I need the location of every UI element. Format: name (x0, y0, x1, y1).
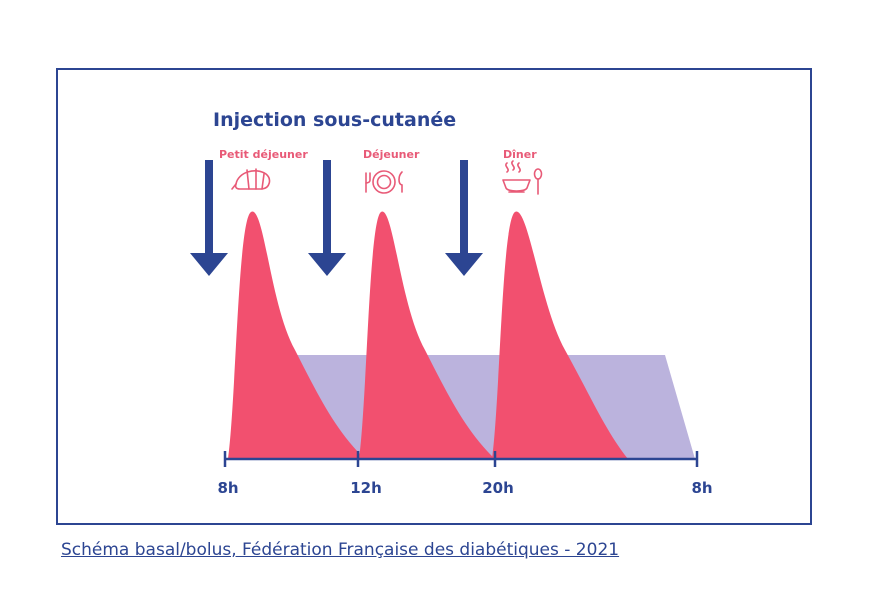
plate-cutlery-icon (365, 170, 403, 194)
injection-arrow-lunch (308, 160, 346, 276)
diagram-frame (56, 68, 812, 525)
meal-label-lunch: Déjeuner (363, 148, 420, 161)
croissant-icon (231, 168, 271, 190)
bolus-peak-lunch (359, 211, 495, 459)
axis-tick-label: 12h (350, 479, 382, 497)
source-caption-link[interactable]: Schéma basal/bolus, Fédération Française… (61, 540, 620, 560)
injection-arrow-dinner (445, 160, 483, 276)
soup-bowl-icon (502, 160, 543, 195)
bolus-peak-breakfast (228, 211, 365, 459)
bolus-peak-dinner (492, 211, 628, 459)
injection-arrow-breakfast (190, 160, 228, 276)
axis-tick-label: 8h (691, 479, 712, 497)
meal-label-breakfast: Petit déjeuner (219, 148, 308, 161)
axis-tick-label: 20h (482, 479, 514, 497)
meal-label-dinner: Dîner (503, 148, 537, 161)
axis-tick-label: 8h (217, 479, 238, 497)
diagram-title: Injection sous-cutanée (213, 109, 456, 131)
